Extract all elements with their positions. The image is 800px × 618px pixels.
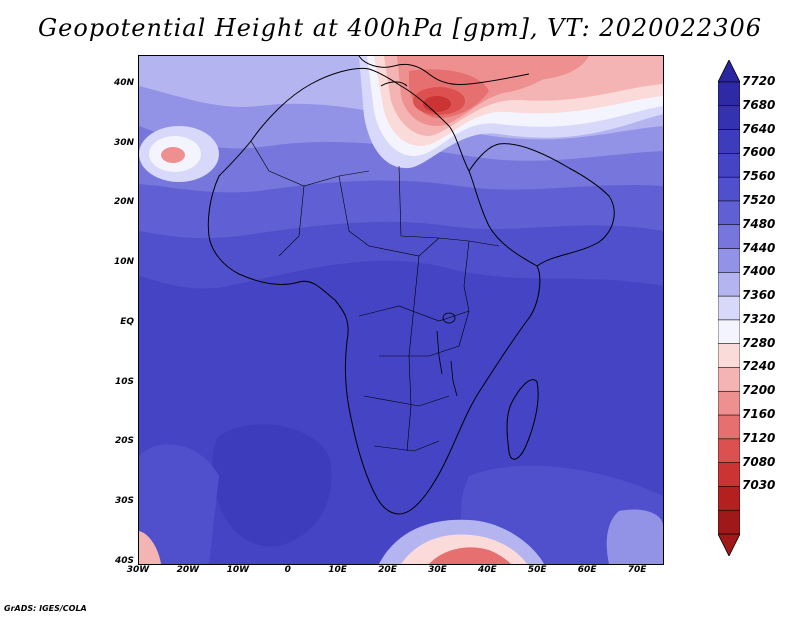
- lon-label: 10E: [328, 565, 347, 575]
- colorbar-band: [718, 343, 740, 369]
- colorbar-label: 7030: [742, 478, 776, 493]
- lat-label: 20S: [114, 436, 134, 447]
- colorbar: [718, 60, 740, 556]
- colorbar-label: 7600: [742, 145, 776, 160]
- border-11: [406, 255, 420, 452]
- colorbar-band: [718, 153, 740, 178]
- colorbar-label: 7080: [742, 454, 776, 469]
- colorbar-band: [718, 248, 740, 274]
- lat-label: 40S: [114, 556, 134, 566]
- colorbar-band: [718, 486, 740, 512]
- colorbar-top-arrow: [718, 60, 740, 83]
- colorbar-band: [718, 272, 740, 297]
- europe-coast: [358, 56, 530, 85]
- trough-7120: [423, 96, 451, 112]
- grads-credit: GrADS: IGES/COLA: [4, 604, 87, 613]
- lon-label: 20W: [176, 565, 200, 575]
- colorbar-label: 7720: [742, 74, 776, 88]
- lat-label: 20N: [113, 197, 134, 208]
- lon-label: 30W: [126, 565, 150, 575]
- colorbar-label: 7560: [742, 169, 776, 184]
- lon-label: 60E: [577, 565, 597, 575]
- africa-outline: [207, 67, 541, 515]
- lat-label: EQ: [120, 316, 134, 327]
- lon-label: 50E: [527, 565, 547, 575]
- colorbar-band: [718, 367, 740, 393]
- lon-label: 20E: [378, 565, 397, 575]
- lon-label: 70E: [627, 565, 647, 575]
- colorbar-band: [718, 200, 740, 226]
- colorbar-band: [718, 462, 740, 488]
- lat-label: 40N: [113, 77, 134, 88]
- low-southwest: [139, 531, 161, 564]
- high-west-core: [161, 147, 185, 163]
- colorbar-label: 7640: [742, 121, 776, 136]
- colorbar-label: 7280: [742, 335, 776, 350]
- map-title: Geopotential Height at 400hPa [gpm], VT:…: [38, 14, 762, 42]
- colorbar-band: [718, 129, 740, 155]
- colorbar-band: [718, 319, 740, 345]
- lat-label: 30N: [113, 137, 134, 148]
- colorbar-label: 7400: [742, 264, 776, 279]
- colorbar-label: 7320: [742, 311, 776, 326]
- low-south-core: [429, 547, 511, 564]
- lon-label: 0: [284, 565, 291, 575]
- low-southeast: [606, 509, 663, 564]
- border-8: [379, 345, 460, 357]
- arabia-outline: [468, 143, 615, 267]
- lon-label: 30E: [428, 565, 447, 575]
- colorbar-bands: [718, 60, 740, 556]
- colorbar-band: [718, 414, 740, 440]
- colorbar-label: 7480: [742, 216, 776, 231]
- colorbar-band: [718, 224, 740, 250]
- lon-label: 10W: [226, 565, 250, 575]
- lake-tanganyika: [436, 330, 443, 375]
- border-12: [458, 240, 470, 347]
- border-4: [398, 165, 440, 239]
- height-field: [139, 56, 663, 564]
- colorbar-label: 7200: [742, 383, 776, 398]
- colorbar-label: 7120: [742, 430, 776, 445]
- band-south-west: [139, 444, 219, 564]
- lat-label: 10S: [114, 376, 134, 387]
- colorbar-band: [718, 295, 740, 321]
- border-9: [363, 395, 450, 407]
- lat-label: 30S: [114, 496, 134, 507]
- colorbar-label: 7520: [742, 192, 776, 207]
- coastlines: [207, 56, 615, 515]
- lon-label: 40E: [477, 565, 497, 575]
- band-7640-south: [212, 424, 332, 547]
- map-panel: [138, 55, 664, 565]
- colorbar-label: 7360: [742, 288, 776, 303]
- colorbar-band: [718, 390, 740, 416]
- colorbar-bottom-arrow: [718, 533, 740, 556]
- colorbar-label: 7160: [742, 407, 776, 422]
- colorbar-band: [718, 176, 740, 202]
- colorbar-label: 7680: [742, 97, 776, 112]
- border-7: [358, 305, 470, 322]
- crete-coast: [380, 81, 408, 87]
- madagascar-outline: [506, 379, 539, 460]
- colorbar-band: [718, 81, 740, 107]
- border-10: [373, 440, 440, 452]
- country-borders: [250, 140, 500, 452]
- lake-malawi: [450, 360, 458, 397]
- colorbar-label: 7440: [742, 240, 776, 255]
- colorbar-band: [718, 438, 740, 464]
- border-2: [278, 185, 305, 257]
- colorbar-label: 7240: [742, 359, 776, 374]
- lat-label: 10N: [113, 257, 134, 268]
- colorbar-band: [718, 105, 740, 131]
- lake-victoria: [442, 312, 456, 324]
- colorbar-band: [718, 509, 740, 535]
- border-3: [338, 175, 370, 247]
- trough-east-lobe: [489, 56, 589, 81]
- lakes: [436, 312, 458, 397]
